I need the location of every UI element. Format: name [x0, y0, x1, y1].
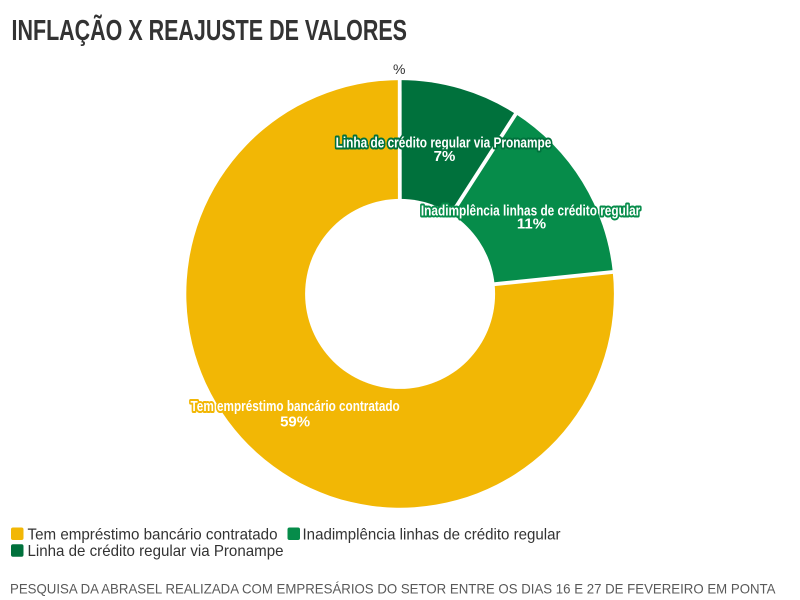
svg-text:59%: 59%: [280, 413, 310, 430]
svg-text:%: %: [393, 61, 405, 77]
svg-text:Tem empréstimo bancário contra: Tem empréstimo bancário contratado: [191, 398, 400, 415]
svg-text:7%: 7%: [434, 148, 456, 165]
svg-text:Inadimplência linhas de crédit: Inadimplência linhas de crédito regular: [303, 527, 562, 544]
svg-text:Linha de crédito regular via P: Linha de crédito regular via Pronampe: [336, 134, 552, 151]
svg-text:Inadimplência linhas de crédit: Inadimplência linhas de crédito regular: [421, 202, 641, 219]
svg-text:INFLAÇÃO X REAJUSTE DE VALORES: INFLAÇÃO X REAJUSTE DE VALORES: [12, 13, 408, 47]
svg-text:Linha de crédito regular via P: Linha de crédito regular via Pronampe: [28, 543, 284, 560]
svg-text:Tem empréstimo bancário contra: Tem empréstimo bancário contratado: [28, 527, 278, 544]
svg-text:PESQUISA DA ABRASEL REALIZADA: PESQUISA DA ABRASEL REALIZADA COM EMPRES…: [10, 581, 776, 597]
svg-text:11%: 11%: [517, 216, 546, 233]
